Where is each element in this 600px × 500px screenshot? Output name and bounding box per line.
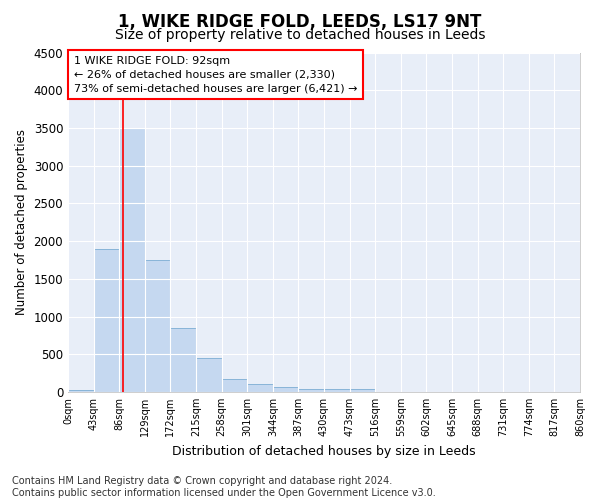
Bar <box>273 388 298 392</box>
Bar <box>68 390 94 392</box>
Text: Size of property relative to detached houses in Leeds: Size of property relative to detached ho… <box>115 28 485 42</box>
Bar <box>170 328 196 392</box>
Bar <box>221 379 247 392</box>
Bar <box>94 248 119 392</box>
Y-axis label: Number of detached properties: Number of detached properties <box>15 129 28 315</box>
Text: 1, WIKE RIDGE FOLD, LEEDS, LS17 9NT: 1, WIKE RIDGE FOLD, LEEDS, LS17 9NT <box>118 12 482 30</box>
Bar <box>145 260 170 392</box>
Bar <box>298 389 324 392</box>
Bar <box>119 128 145 392</box>
Bar <box>324 390 350 392</box>
Bar <box>247 384 273 392</box>
Text: 1 WIKE RIDGE FOLD: 92sqm
← 26% of detached houses are smaller (2,330)
73% of sem: 1 WIKE RIDGE FOLD: 92sqm ← 26% of detach… <box>74 56 358 94</box>
Bar <box>350 389 375 392</box>
Bar <box>196 358 221 392</box>
X-axis label: Distribution of detached houses by size in Leeds: Distribution of detached houses by size … <box>172 444 476 458</box>
Text: Contains HM Land Registry data © Crown copyright and database right 2024.
Contai: Contains HM Land Registry data © Crown c… <box>12 476 436 498</box>
